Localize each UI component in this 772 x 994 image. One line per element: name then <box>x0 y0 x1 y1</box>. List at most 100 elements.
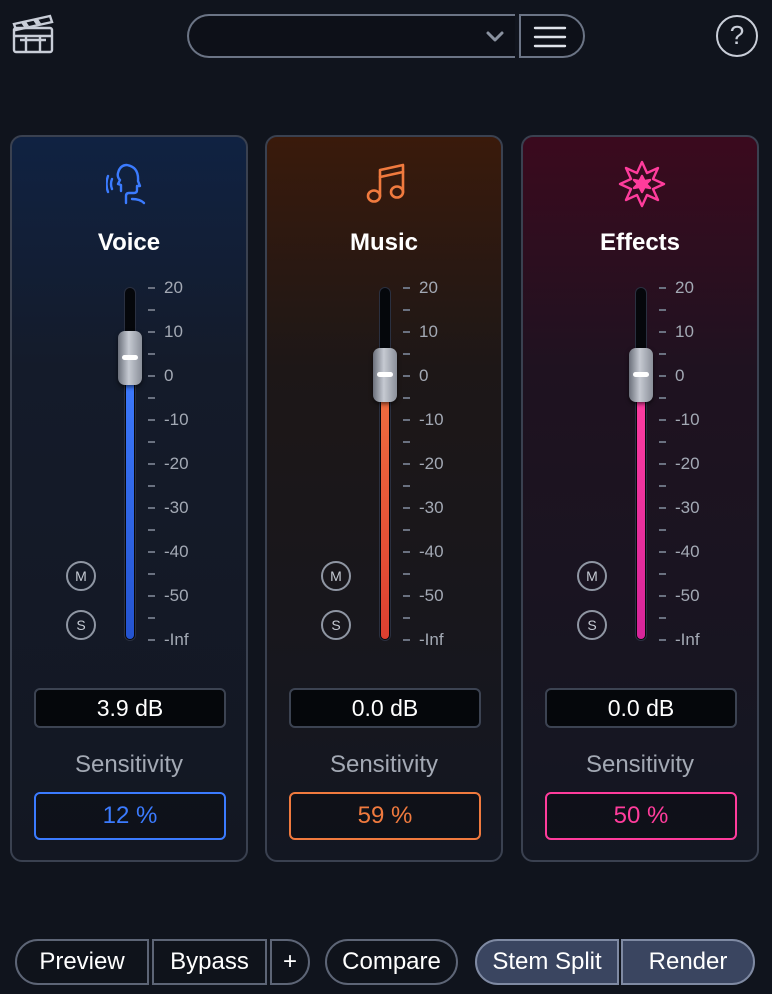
scale-tick <box>403 639 410 641</box>
scale-minor-tick <box>148 529 155 531</box>
scale-tick <box>148 463 155 465</box>
scale-label: -50 <box>675 586 700 605</box>
preset-dropdown[interactable] <box>187 14 515 58</box>
scale-tick <box>403 287 410 289</box>
top-bar: ? <box>0 0 772 70</box>
scale-minor-tick <box>403 573 410 575</box>
compare-button[interactable]: Compare <box>325 939 458 985</box>
scale-tick <box>403 331 410 333</box>
scale-label: -30 <box>675 498 700 517</box>
solo-button[interactable]: S <box>66 610 96 640</box>
gain-value-field[interactable]: 0.0 dB <box>289 688 481 728</box>
level-fader-handle[interactable] <box>118 330 142 385</box>
scale-tick <box>659 331 666 333</box>
gain-value-field[interactable]: 3.9 dB <box>34 688 226 728</box>
scale-tick <box>659 551 666 553</box>
scale-minor-tick <box>659 617 666 619</box>
scale-minor-tick <box>659 397 666 399</box>
speaking-head-icon <box>106 163 146 205</box>
scale-minor-tick <box>148 617 155 619</box>
scale-tick <box>148 507 155 509</box>
scale-tick <box>659 507 666 509</box>
scale-minor-tick <box>403 617 410 619</box>
level-fill <box>637 375 645 639</box>
scale-label: -40 <box>164 542 189 561</box>
scale-label: -10 <box>164 410 189 429</box>
level-fader-handle[interactable] <box>373 348 397 402</box>
handle-grip <box>633 372 649 377</box>
clapperboard-icon[interactable] <box>12 14 54 54</box>
add-button[interactable]: + <box>270 939 310 985</box>
mute-button[interactable]: M <box>577 561 607 591</box>
db-scale: 20 10 0 -10 -20 -30 -40 -50 -Inf <box>655 278 725 649</box>
scale-label: -40 <box>675 542 700 561</box>
chevron-down-icon <box>486 31 504 42</box>
stem-panel-music: Music 20 10 0 -10 -20 -30 -40 -50 -Inf M S 0.0 d… <box>265 135 503 862</box>
scale-label: -20 <box>675 454 700 473</box>
menu-button[interactable] <box>519 14 585 58</box>
level-fader-handle[interactable] <box>629 348 653 402</box>
scale-label: -30 <box>164 498 189 517</box>
level-fader-track[interactable] <box>635 287 647 641</box>
scale-minor-tick <box>148 353 155 355</box>
mute-button[interactable]: M <box>66 561 96 591</box>
scale-label: 10 <box>419 322 438 341</box>
stem-split-button[interactable]: Stem Split <box>475 939 619 985</box>
scale-tick <box>403 463 410 465</box>
scale-label: -50 <box>164 586 189 605</box>
scale-minor-tick <box>403 485 410 487</box>
scale-minor-tick <box>659 485 666 487</box>
scale-tick <box>148 639 155 641</box>
scale-minor-tick <box>659 353 666 355</box>
help-button[interactable]: ? <box>716 15 758 57</box>
scale-tick <box>148 287 155 289</box>
handle-grip <box>377 372 393 377</box>
render-button[interactable]: Render <box>621 939 755 985</box>
solo-button[interactable]: S <box>321 610 351 640</box>
scale-label: -30 <box>419 498 444 517</box>
scale-minor-tick <box>403 353 410 355</box>
preview-button[interactable]: Preview <box>15 939 149 985</box>
stem-panel-voice: Voice 20 10 0 -10 -20 -30 -40 -50 -Inf M S 3.9 d… <box>10 135 248 862</box>
scale-tick <box>148 419 155 421</box>
scale-minor-tick <box>148 397 155 399</box>
scale-label: 0 <box>164 366 174 385</box>
scale-label: 20 <box>164 278 183 297</box>
scale-label: -10 <box>675 410 700 429</box>
mute-button[interactable]: M <box>321 561 351 591</box>
scale-tick <box>659 639 666 641</box>
level-fill <box>126 357 134 639</box>
scale-label: 20 <box>419 278 438 297</box>
scale-label: 20 <box>675 278 694 297</box>
bypass-button[interactable]: Bypass <box>152 939 267 985</box>
scale-minor-tick <box>403 309 410 311</box>
sensitivity-field[interactable]: 50 % <box>545 792 737 840</box>
level-fader-track[interactable] <box>379 287 391 641</box>
sensitivity-label: Sensitivity <box>585 751 695 778</box>
scale-label: -Inf <box>675 630 700 649</box>
scale-minor-tick <box>148 309 155 311</box>
scale-tick <box>659 375 666 377</box>
db-scale: 20 10 0 -10 -20 -30 -40 -50 -Inf <box>399 278 469 649</box>
starburst-icon <box>618 160 666 208</box>
scale-minor-tick <box>148 441 155 443</box>
scale-minor-tick <box>403 397 410 399</box>
sensitivity-field[interactable]: 12 % <box>34 792 226 840</box>
scale-label: 10 <box>675 322 694 341</box>
scale-tick <box>403 507 410 509</box>
scale-label: -40 <box>419 542 444 561</box>
solo-button[interactable]: S <box>577 610 607 640</box>
scale-minor-tick <box>148 573 155 575</box>
stem-name: Voice <box>97 229 161 256</box>
scale-tick <box>148 595 155 597</box>
handle-grip <box>122 354 138 360</box>
sensitivity-label: Sensitivity <box>329 751 439 778</box>
scale-tick <box>659 595 666 597</box>
gain-value-field[interactable]: 0.0 dB <box>545 688 737 728</box>
stem-name: Effects <box>599 229 681 256</box>
sensitivity-field[interactable]: 59 % <box>289 792 481 840</box>
scale-tick <box>148 551 155 553</box>
scale-label: -20 <box>419 454 444 473</box>
music-note-icon <box>366 163 405 203</box>
scale-tick <box>659 463 666 465</box>
